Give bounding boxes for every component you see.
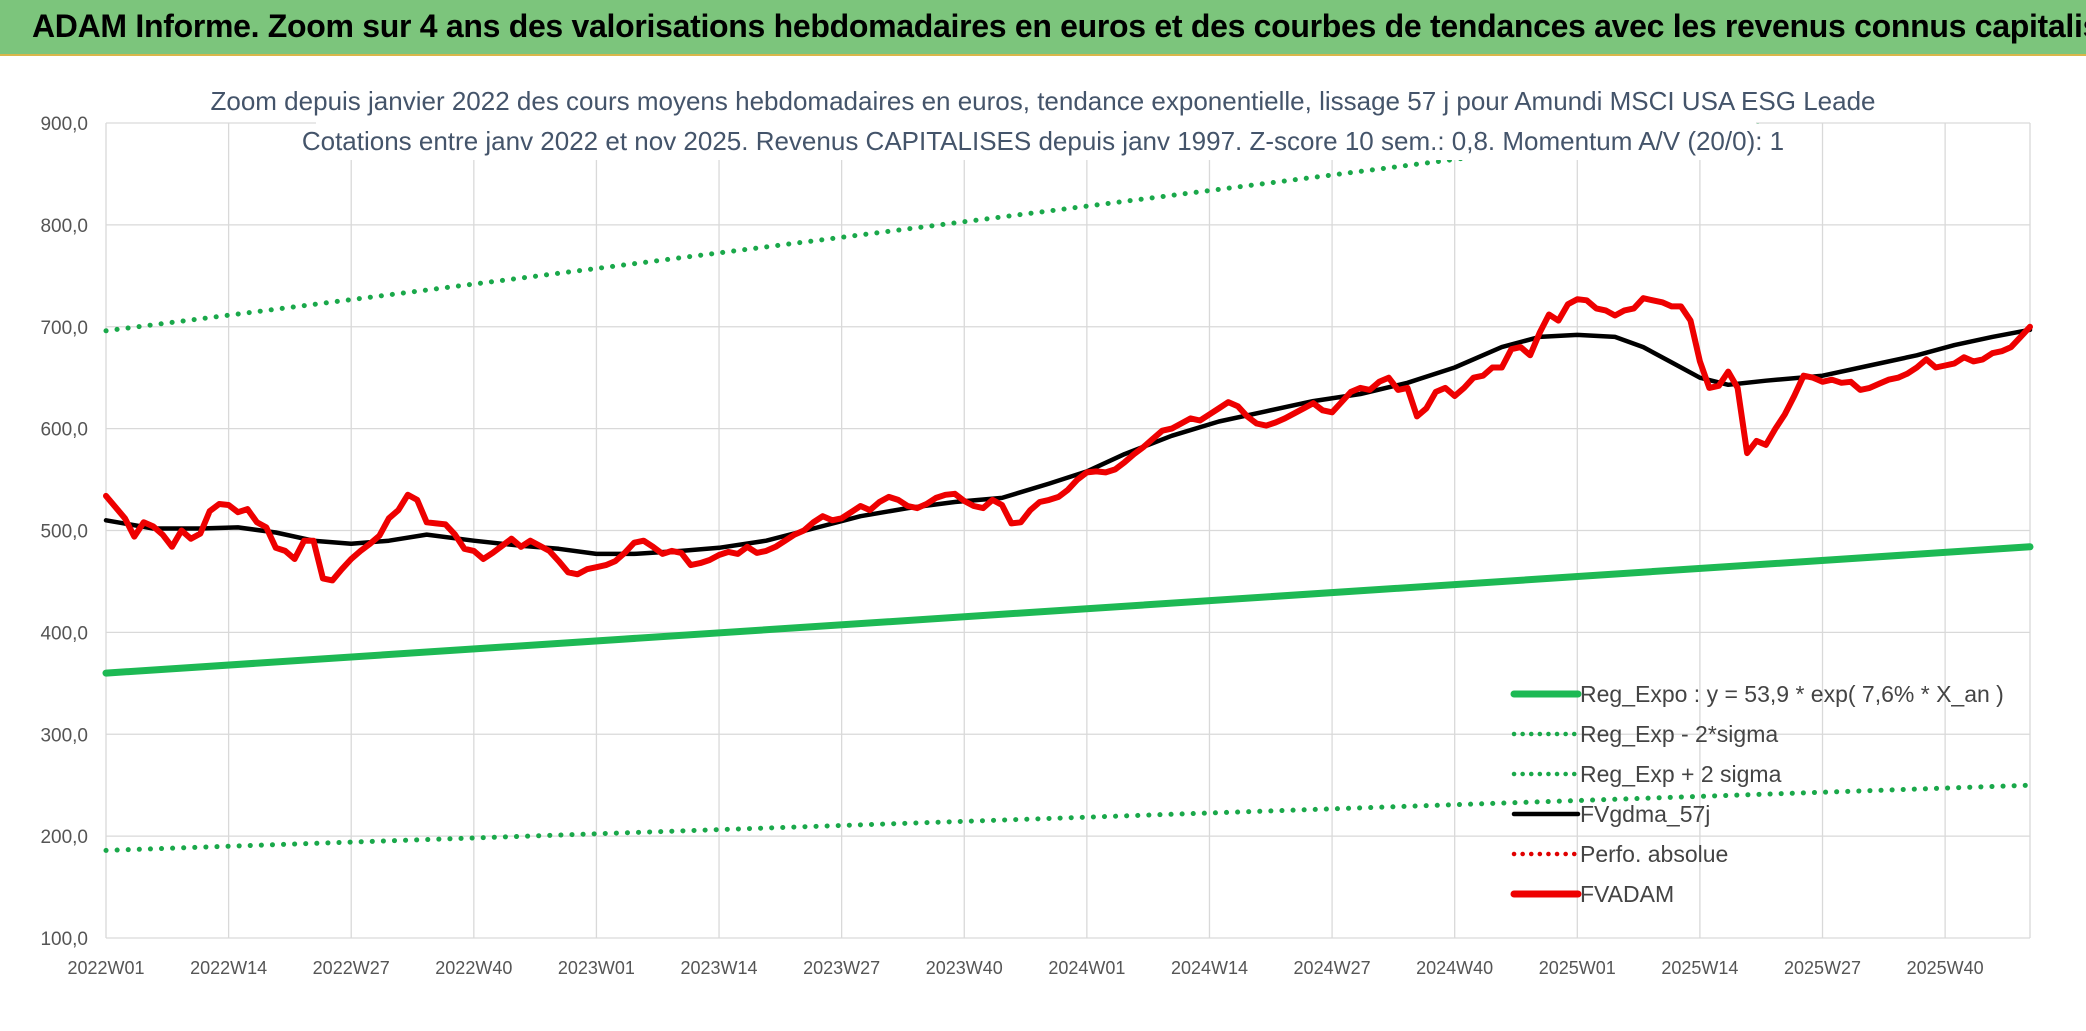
y-axis-ticks: 100,0 200,0 300,0 400,0 500,0 600,0 700,0 800,0… xyxy=(40,114,88,950)
y-tick-label: 700,0 xyxy=(40,318,88,339)
title-backing xyxy=(230,78,1840,118)
legend-item: Reg_Exp + 2 sigma xyxy=(1511,761,1782,787)
x-tick-label: 2022W27 xyxy=(313,958,390,978)
x-tick-label: 2022W14 xyxy=(190,958,267,978)
legend-item: Reg_Expo : y = 53,9 * exp( 7,6% * X_an ) xyxy=(1510,681,2004,707)
legend-label: Perfo. absolue xyxy=(1580,841,1728,867)
series-fvadam xyxy=(103,295,2033,584)
x-tick-label: 2023W14 xyxy=(681,958,758,978)
banner-title: ADAM Informe. Zoom sur 4 ans des valoris… xyxy=(32,8,2086,44)
legend-item: FVADAM xyxy=(1510,881,1674,907)
y-tick-label: 900,0 xyxy=(40,114,88,135)
y-tick-label: 400,0 xyxy=(40,623,88,644)
subtitle-backing xyxy=(316,120,1756,160)
x-tick-label: 2025W40 xyxy=(1907,958,1984,978)
x-tick-label: 2024W01 xyxy=(1048,958,1125,978)
y-tick-label: 300,0 xyxy=(40,725,88,746)
subtitle-background xyxy=(230,78,1840,160)
x-tick-label: 2023W40 xyxy=(926,958,1003,978)
series-reg-expo xyxy=(102,543,2034,677)
x-tick-label: 2022W40 xyxy=(435,958,512,978)
x-tick-label: 2022W01 xyxy=(67,958,144,978)
series-reg-exp-plus-2-sigma xyxy=(103,123,1762,334)
series-layer xyxy=(102,123,2034,853)
legend-item: FVgdma_57j xyxy=(1511,801,1710,827)
x-tick-label: 2025W01 xyxy=(1539,958,1616,978)
legend-item: Perfo. absolue xyxy=(1511,841,1728,867)
x-tick-label: 2024W27 xyxy=(1294,958,1371,978)
legend-label: Reg_Expo : y = 53,9 * exp( 7,6% * X_an ) xyxy=(1580,681,2004,707)
x-tick-label: 2023W27 xyxy=(803,958,880,978)
legend-label: FVADAM xyxy=(1580,881,1674,907)
y-tick-label: 500,0 xyxy=(40,522,88,543)
legend: Reg_Expo : y = 53,9 * exp( 7,6% * X_an )… xyxy=(1510,681,2004,907)
chart-frame: Zoom depuis janvier 2022 des cours moyen… xyxy=(0,54,2086,1031)
y-tick-label: 100,0 xyxy=(40,929,88,950)
legend-label: FVgdma_57j xyxy=(1580,801,1710,827)
legend-item: Reg_Exp - 2*sigma xyxy=(1511,721,1778,747)
chart-svg: Zoom depuis janvier 2022 des cours moyen… xyxy=(40,78,2034,978)
x-tick-label: 2025W27 xyxy=(1784,958,1861,978)
x-axis-ticks: 2022W01 2022W14 2022W27 2022W40 2023W01 2023W… xyxy=(67,958,1983,978)
x-tick-label: 2023W01 xyxy=(558,958,635,978)
x-tick-label: 2024W40 xyxy=(1416,958,1493,978)
legend-label: Reg_Exp - 2*sigma xyxy=(1580,721,1778,747)
x-tick-label: 2024W14 xyxy=(1171,958,1248,978)
series-fvgdma-57j xyxy=(103,327,2033,557)
x-tick-label: 2025W14 xyxy=(1661,958,1738,978)
series-reg-exp-minus-2-sigma xyxy=(103,782,2033,853)
y-tick-label: 800,0 xyxy=(40,216,88,237)
chart-title: Zoom depuis janvier 2022 des cours moyen… xyxy=(211,86,1876,116)
y-tick-label: 600,0 xyxy=(40,420,88,441)
chart-subtitle: Cotations entre janv 2022 et nov 2025. R… xyxy=(302,126,1784,156)
y-tick-label: 200,0 xyxy=(40,827,88,848)
legend-label: Reg_Exp + 2 sigma xyxy=(1580,761,1782,787)
grid xyxy=(105,122,2031,939)
report-banner: ADAM Informe. Zoom sur 4 ans des valoris… xyxy=(0,0,2086,56)
